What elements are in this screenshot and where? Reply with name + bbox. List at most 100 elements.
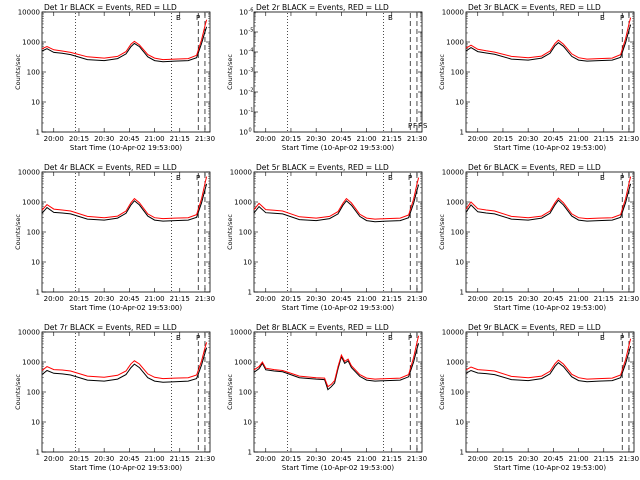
y-tick-label: 10000 [442,9,464,17]
y-axis-label: Counts/sec [226,54,234,90]
marker-label: B [600,14,605,22]
marker-label: P [196,174,200,182]
y-tick-label: 10 [31,99,40,107]
y-tick-label: 10000 [18,329,40,337]
y-tick-label: 1000 [446,199,464,207]
y-tick-label: 1 [248,289,252,297]
x-tick-label: 21:00 [356,295,376,303]
x-tick-label: 21:00 [144,135,164,143]
panel-title: Det 4r BLACK = Events, RED = LLD [44,163,177,172]
x-tick-label: 20:00 [468,135,488,143]
x-tick-label: 21:15 [594,135,614,143]
y-tick-label: 10 [243,259,252,267]
y-axis-label: Counts/sec [438,374,446,410]
y-tick-label: 1 [36,129,40,137]
x-tick-label: 20:15 [69,295,89,303]
x-axis-label: Start Time (10-Apr-02 19:53:00) [70,464,182,472]
y-tick-label: 10000 [442,169,464,177]
series-line-events [41,347,208,383]
det-panel-3: Det 3r BLACK = Events, RED = LLD 20:00 20:… [438,3,639,152]
y-tick-label: 10 [239,129,248,137]
y-tick-label: 1000 [22,39,40,47]
y-tick-label: 1000 [234,199,252,207]
y-tick-label: 1000 [446,359,464,367]
marker-label: P [620,334,624,342]
plot-frame [465,331,635,453]
x-tick-label: 20:00 [468,295,488,303]
x-tick-label: 21:30 [407,295,427,303]
x-tick-label: 20:30 [94,455,114,463]
plot-frame [465,171,635,293]
x-tick-label: 20:45 [119,135,139,143]
plot-frame [41,11,211,133]
x-tick-label: 21:30 [195,455,215,463]
x-tick-label: 21:30 [619,135,639,143]
y-tick-label: 1 [460,129,464,137]
marker-label: P [408,122,412,130]
y-tick-label: 10000 [18,9,40,17]
series-line-lld [253,335,420,388]
x-tick-label: 21:30 [407,135,427,143]
y-axis-label: Counts/sec [226,374,234,410]
x-tick-label: 21:00 [568,135,588,143]
marker-label: B [388,14,393,22]
x-tick-label: 20:15 [281,455,301,463]
plot-frame [253,331,423,453]
series-line-events [253,343,420,391]
y-tick-label: 10 [239,89,248,97]
y-tick-label: 10000 [230,169,252,177]
series-line-events [41,26,208,63]
y-tick-label: 10 [239,69,248,77]
y-tick-label: 1 [460,289,464,297]
x-tick-label: 20:45 [543,135,563,143]
y-tick-label: 10 [239,9,248,17]
plot-frame [253,11,423,133]
y-tick-label: 100 [451,69,464,77]
panel-title: Det 6r BLACK = Events, RED = LLD [468,163,601,172]
x-tick-label: 20:15 [493,295,513,303]
det-panel-7: Det 7r BLACK = Events, RED = LLD 20:00 20:… [14,323,215,472]
y-tick-label: 10 [455,419,464,427]
x-axis-label: Start Time (10-Apr-02 19:53:00) [70,144,182,152]
x-tick-label: 20:45 [331,135,351,143]
marker-label: F [413,122,417,130]
y-tick-label: 10 [455,259,464,267]
marker-label: B [600,174,605,182]
marker-label: S [423,122,428,130]
x-tick-label: 20:15 [493,455,513,463]
x-tick-label: 20:30 [306,455,326,463]
det-panel-9: Det 9r BLACK = Events, RED = LLD 20:00 20:… [438,323,639,472]
x-tick-label: 20:30 [94,135,114,143]
y-tick-label: 1 [248,449,252,457]
x-tick-label: 21:30 [195,135,215,143]
series-line-lld [41,176,208,220]
x-tick-label: 20:00 [256,295,276,303]
panel-title: Det 2r BLACK = Events, RED = LLD [256,3,389,12]
det-panel-6: Det 6r BLACK = Events, RED = LLD 20:00 20:… [438,163,639,312]
x-axis-label: Start Time (10-Apr-02 19:53:00) [494,464,606,472]
x-tick-label: 20:00 [44,295,64,303]
panel-title: Det 5r BLACK = Events, RED = LLD [256,163,389,172]
marker-label: P [408,334,412,342]
x-tick-label: 20:15 [69,135,89,143]
series-line-events [465,345,632,383]
marker-label: B [176,14,181,22]
marker-label: P [196,334,200,342]
x-tick-label: 21:30 [407,455,427,463]
det-panel-5: Det 5r BLACK = Events, RED = LLD 20:00 20:… [226,163,427,312]
x-tick-label: 21:15 [170,135,190,143]
x-axis-label: Start Time (10-Apr-02 19:53:00) [494,304,606,312]
y-tick-label: 10 [31,259,40,267]
y-tick-exponent: -6 [249,8,254,14]
y-tick-exponent: -1 [249,108,254,114]
x-tick-label: 21:00 [144,455,164,463]
x-axis-label: Start Time (10-Apr-02 19:53:00) [494,144,606,152]
panel-title: Det 1r BLACK = Events, RED = LLD [44,3,177,12]
y-tick-label: 10 [239,109,248,117]
y-tick-label: 10000 [18,169,40,177]
x-tick-label: 21:15 [382,135,402,143]
series-line-events [253,184,420,223]
series-line-events [41,183,208,222]
y-tick-exponent: 0 [249,128,252,134]
y-tick-label: 10 [239,29,248,37]
